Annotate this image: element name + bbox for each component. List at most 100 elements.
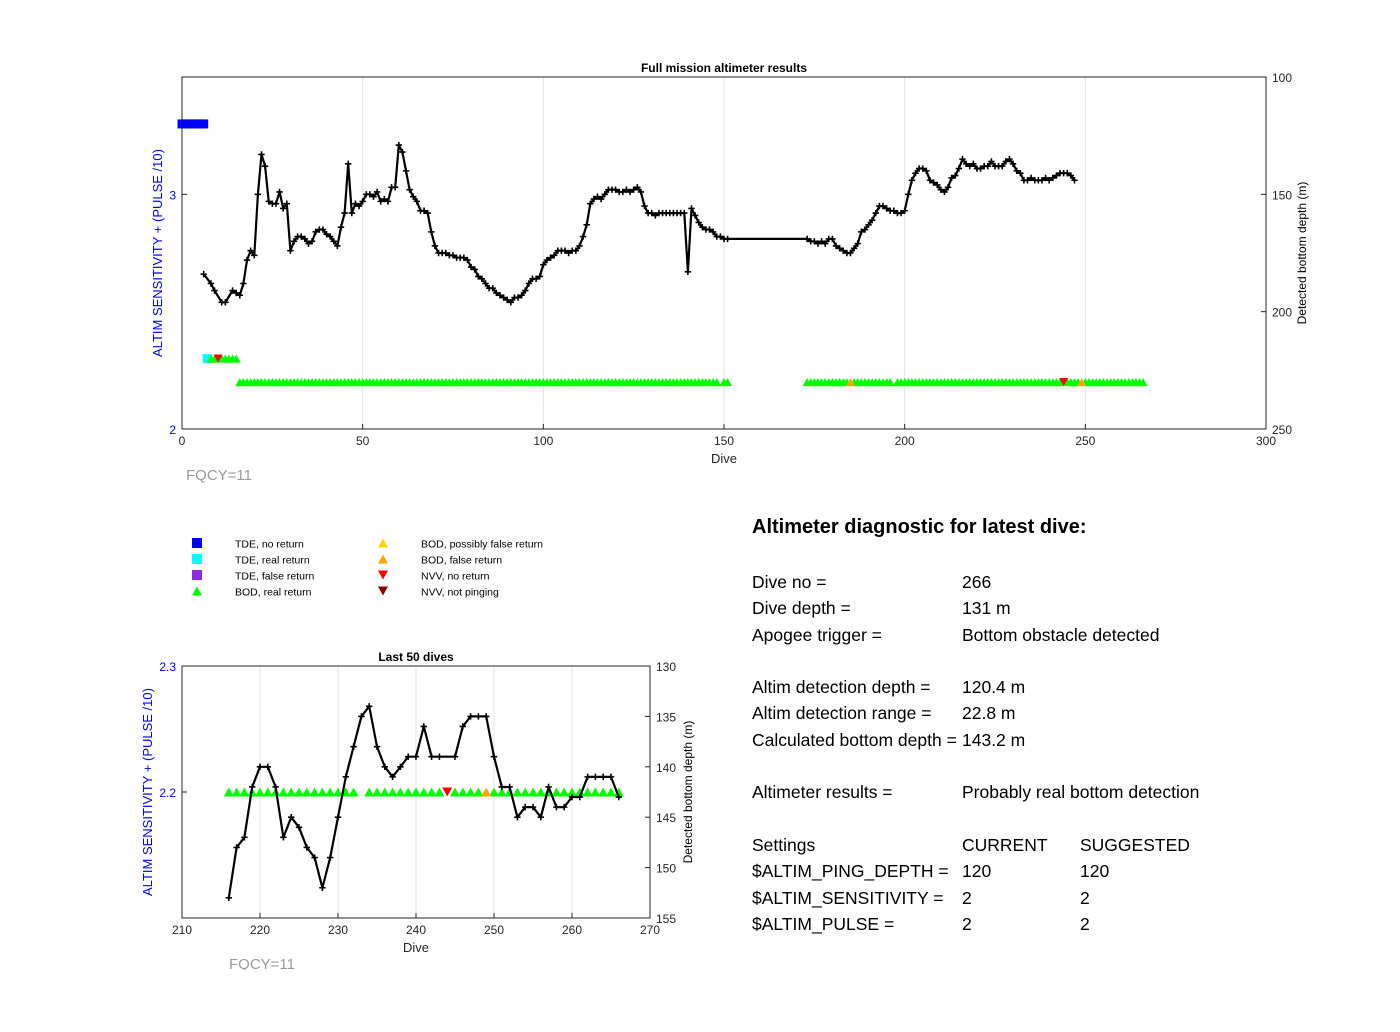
status-markers (177, 119, 1148, 387)
status-marker (325, 787, 336, 797)
status-marker (1055, 378, 1065, 387)
depth-point (818, 238, 825, 245)
legend: TDE, no return TDE, real return TDE, false… (192, 538, 543, 599)
depth-point (327, 854, 334, 861)
depth-point (249, 783, 256, 791)
depth-point (854, 240, 861, 247)
depth-point (1002, 158, 1010, 165)
depth-point (529, 803, 537, 811)
depth-point (280, 834, 287, 841)
depth-point (926, 177, 934, 184)
status-marker (364, 787, 375, 797)
status-marker (333, 787, 343, 797)
depth-point (865, 221, 872, 229)
x-tick-label: 250 (1075, 434, 1095, 448)
depth-point (377, 198, 384, 205)
depth-point (583, 221, 590, 229)
depth-point (1046, 177, 1053, 184)
y-right-tick-label: 150 (1272, 188, 1292, 202)
x-tick-label: 250 (484, 923, 504, 937)
depth-point (1071, 177, 1078, 184)
altim-detection-depth-value: 120.4 m (962, 677, 1026, 698)
depth-point (941, 188, 948, 196)
depth-point (607, 773, 615, 781)
altim-detection-range-value: 22.8 m (962, 703, 1016, 724)
dive-no-label: Dive no = (752, 572, 827, 592)
legend-label: BOD, false return (421, 555, 502, 567)
depth-point (919, 165, 926, 172)
status-marker (255, 787, 265, 797)
depth-point (272, 200, 280, 207)
depth-point (724, 235, 731, 243)
x-grid (362, 77, 1086, 429)
depth-point (305, 240, 312, 247)
depth-series-points (225, 703, 622, 902)
last-50-dives-chart: 210 220 230 240 250 260 270 2.2 2.3 130 135 140 145 1… (140, 650, 695, 970)
depth-point (397, 763, 404, 770)
altimeter-results-row: Altimeter results = Probably real bottom… (752, 779, 1372, 805)
depth-point (355, 202, 363, 210)
depth-point (832, 242, 840, 250)
depth-point (279, 205, 287, 212)
depth-point (814, 240, 822, 247)
legend-marker (192, 586, 202, 596)
depth-point (334, 242, 341, 250)
depth-point (395, 141, 402, 149)
status-marker (317, 787, 328, 797)
depth-point (442, 249, 449, 257)
depth-point (547, 254, 554, 261)
depth-point (1017, 170, 1024, 177)
altimeter-results-value: Probably real bottom detection (962, 782, 1200, 803)
depth-point (890, 207, 898, 214)
dive-depth-row: Dive depth = 131 m (752, 595, 1372, 621)
status-marker (372, 787, 382, 797)
status-marker (213, 354, 223, 363)
depth-point (366, 703, 373, 710)
depth-point (923, 167, 930, 175)
y-right-tick-label: 155 (656, 912, 676, 926)
depth-point (879, 202, 887, 210)
depth-point (984, 162, 991, 170)
legend-marker (192, 554, 202, 564)
depth-point (601, 191, 608, 198)
depth-point (868, 216, 876, 224)
depth-point (912, 170, 919, 177)
y-right-tick-label: 100 (1272, 71, 1292, 85)
depth-point (506, 783, 513, 791)
depth-point (962, 160, 970, 168)
depth-point (883, 205, 890, 212)
depth-point (412, 753, 420, 760)
status-marker (1138, 378, 1148, 387)
altim-detection-range-label: Altim detection range = (752, 703, 932, 724)
depth-point (930, 179, 937, 186)
y-right-tick-label: 145 (656, 811, 676, 825)
depth-point (504, 296, 511, 304)
depth-point (490, 753, 498, 760)
y-right-axis-label: Detected bottom depth (m) (1295, 182, 1309, 325)
depth-point (525, 280, 533, 287)
status-marker (574, 787, 585, 797)
depth-point (370, 193, 377, 200)
depth-point (561, 247, 569, 254)
depth-point (507, 299, 515, 306)
x-tick-label: 210 (172, 923, 192, 937)
depth-point (283, 200, 290, 207)
depth-point (955, 165, 963, 172)
depth-point (483, 713, 490, 720)
depth-point (243, 256, 251, 264)
depth-point (717, 233, 724, 240)
depth-point (948, 174, 955, 182)
depth-point (536, 273, 543, 280)
altim-detection-depth-label: Altim detection depth = (752, 677, 931, 698)
depth-point (545, 783, 552, 791)
depth-point (576, 793, 583, 801)
status-marker (582, 787, 593, 797)
depth-point (500, 294, 507, 301)
dive-depth-value: 131 m (962, 598, 1011, 619)
calculated-bottom-depth-label: Calculated bottom depth = (752, 729, 957, 750)
altimeter-diagnostic-panel: Altimeter diagnostic for latest dive: Di… (752, 516, 1372, 937)
depth-point (373, 188, 381, 196)
legend-marker (378, 554, 388, 564)
depth-point (241, 834, 248, 841)
depth-point (699, 223, 706, 231)
